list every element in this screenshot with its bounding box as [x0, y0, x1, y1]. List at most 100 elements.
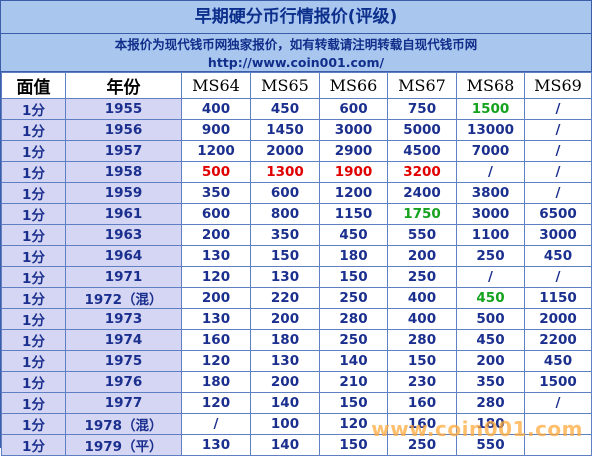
price-cell: 200 — [181, 287, 251, 309]
site-watermark: www.coin001.com — [371, 417, 583, 441]
price-cell: 450 — [524, 245, 592, 267]
price-cell: 150 — [319, 266, 388, 288]
denomination-cell: 1分 — [1, 182, 66, 204]
price-table: 面值 年份 MS64 MS65 MS66 MS67 MS68 MS69 1分 19… — [1, 72, 592, 456]
year-cell: 1961 — [65, 203, 182, 225]
price-cell: 350 — [250, 224, 320, 246]
header-denomination: 面值 — [1, 72, 66, 99]
year-cell: 1955 — [65, 98, 182, 120]
header-row: 面值 年份 MS64 MS65 MS66 MS67 MS68 MS69 — [1, 72, 592, 99]
denomination-cell: 1分 — [1, 413, 66, 435]
price-cell: 3000 — [456, 203, 525, 225]
price-cell: 2400 — [387, 182, 457, 204]
table-row: 1分 1958 500 1300 1900 3200// — [1, 161, 592, 183]
header-ms64: MS64 — [181, 72, 251, 99]
price-cell: 130 — [181, 434, 251, 456]
price-cell: 160 — [181, 329, 251, 351]
price-cell: 200 — [250, 371, 320, 393]
table-row: 1分 1971 120 130 150 250// — [1, 266, 592, 288]
table-row: 1分 1978（混）/100 120 160 180 — [1, 413, 592, 435]
denomination-cell: 1分 — [1, 245, 66, 267]
price-cell: 250 — [319, 329, 388, 351]
denomination-cell: 1分 — [1, 140, 66, 162]
table-row: 1分 1957 1200 2000 2900 4500 7000/ — [1, 140, 592, 162]
price-cell: 120 — [181, 266, 251, 288]
header-ms69: MS69 — [524, 72, 592, 99]
price-cell: 1750 — [387, 203, 457, 225]
price-cell: 7000 — [456, 140, 525, 162]
price-cell: 250 — [456, 245, 525, 267]
year-cell: 1978（混） — [65, 413, 182, 435]
price-cell: 3000 — [319, 119, 388, 141]
price-cell: 230 — [387, 371, 457, 393]
price-cell: 450 — [319, 224, 388, 246]
price-cell: 1300 — [250, 161, 320, 183]
price-cell: 1100 — [456, 224, 525, 246]
price-cell: 150 — [319, 392, 388, 414]
price-cell: 160 — [387, 392, 457, 414]
year-cell: 1975 — [65, 350, 182, 372]
price-cell: 280 — [387, 329, 457, 351]
price-cell: 900 — [181, 119, 251, 141]
site-url: http://www.coin001.com/ — [207, 55, 385, 70]
price-cell: / — [456, 161, 525, 183]
price-cell: 1200 — [319, 182, 388, 204]
price-cell: / — [524, 140, 592, 162]
table-row: 1分 1974 160 180 250 280 450 2200 — [1, 329, 592, 351]
price-cell: 200 — [387, 245, 457, 267]
price-cell: 600 — [319, 98, 388, 120]
price-cell: 500 — [181, 161, 251, 183]
price-cell: 350 — [181, 182, 251, 204]
denomination-cell: 1分 — [1, 371, 66, 393]
notice-text: 本报价为现代钱币网独家报价，如有转载请注明转载自现代钱币网 — [114, 37, 478, 52]
table-row: 1分 1956 900 1450 3000 5000 13000/ — [1, 119, 592, 141]
table-row: 1分 1976 180 200 210 230 350 1500 — [1, 371, 592, 393]
price-cell: 130 — [250, 350, 320, 372]
header-year: 年份 — [65, 72, 182, 99]
price-cell: 450 — [456, 329, 525, 351]
year-cell: 1974 — [65, 329, 182, 351]
price-cell: / — [524, 119, 592, 141]
denomination-cell: 1分 — [1, 161, 66, 183]
price-cell: / — [524, 161, 592, 183]
price-cell: 13000 — [456, 119, 525, 141]
price-cell: 160 — [387, 413, 457, 435]
price-cell: 500 — [456, 308, 525, 330]
price-cell: 250 — [387, 266, 457, 288]
table-row: 1分 1973 130 200 280 400 500 2000 — [1, 308, 592, 330]
price-cell: / — [524, 392, 592, 414]
price-cell: 200 — [456, 350, 525, 372]
table-row: 1分 1977 120 140 150 160 280/ — [1, 392, 592, 414]
denomination-cell: 1分 — [1, 119, 66, 141]
price-cell: 200 — [250, 308, 320, 330]
denomination-cell: 1分 — [1, 350, 66, 372]
year-cell: 1972（混） — [65, 287, 182, 309]
price-cell: 6500 — [524, 203, 592, 225]
year-cell: 1976 — [65, 371, 182, 393]
price-cell: 1900 — [319, 161, 388, 183]
year-cell: 1964 — [65, 245, 182, 267]
price-cell: 450 — [250, 98, 320, 120]
price-cell: 4500 — [387, 140, 457, 162]
price-cell: 2200 — [524, 329, 592, 351]
price-cell: 180 — [181, 371, 251, 393]
price-cell: 200 — [181, 224, 251, 246]
year-cell: 1977 — [65, 392, 182, 414]
year-cell: 1963 — [65, 224, 182, 246]
price-cell: 1200 — [181, 140, 251, 162]
denomination-cell: 1分 — [1, 224, 66, 246]
price-cell: 1500 — [456, 98, 525, 120]
price-cell: 2000 — [250, 140, 320, 162]
price-cell: / — [456, 266, 525, 288]
year-cell: 1958 — [65, 161, 182, 183]
price-cell: 130 — [250, 266, 320, 288]
table-row: 1分 1975 120 130 140 150 200 450 — [1, 350, 592, 372]
price-cell: 220 — [250, 287, 320, 309]
table-row: 1分 1961 600 800 1150 1750 3000 6500 — [1, 203, 592, 225]
price-cell: 120 — [319, 413, 388, 435]
price-cell: 150 — [250, 245, 320, 267]
table-row: 1分 1955 400 450 600 750 1500/ — [1, 98, 592, 120]
denomination-cell: 1分 — [1, 287, 66, 309]
price-cell: 120 — [181, 350, 251, 372]
price-cell: 400 — [387, 308, 457, 330]
